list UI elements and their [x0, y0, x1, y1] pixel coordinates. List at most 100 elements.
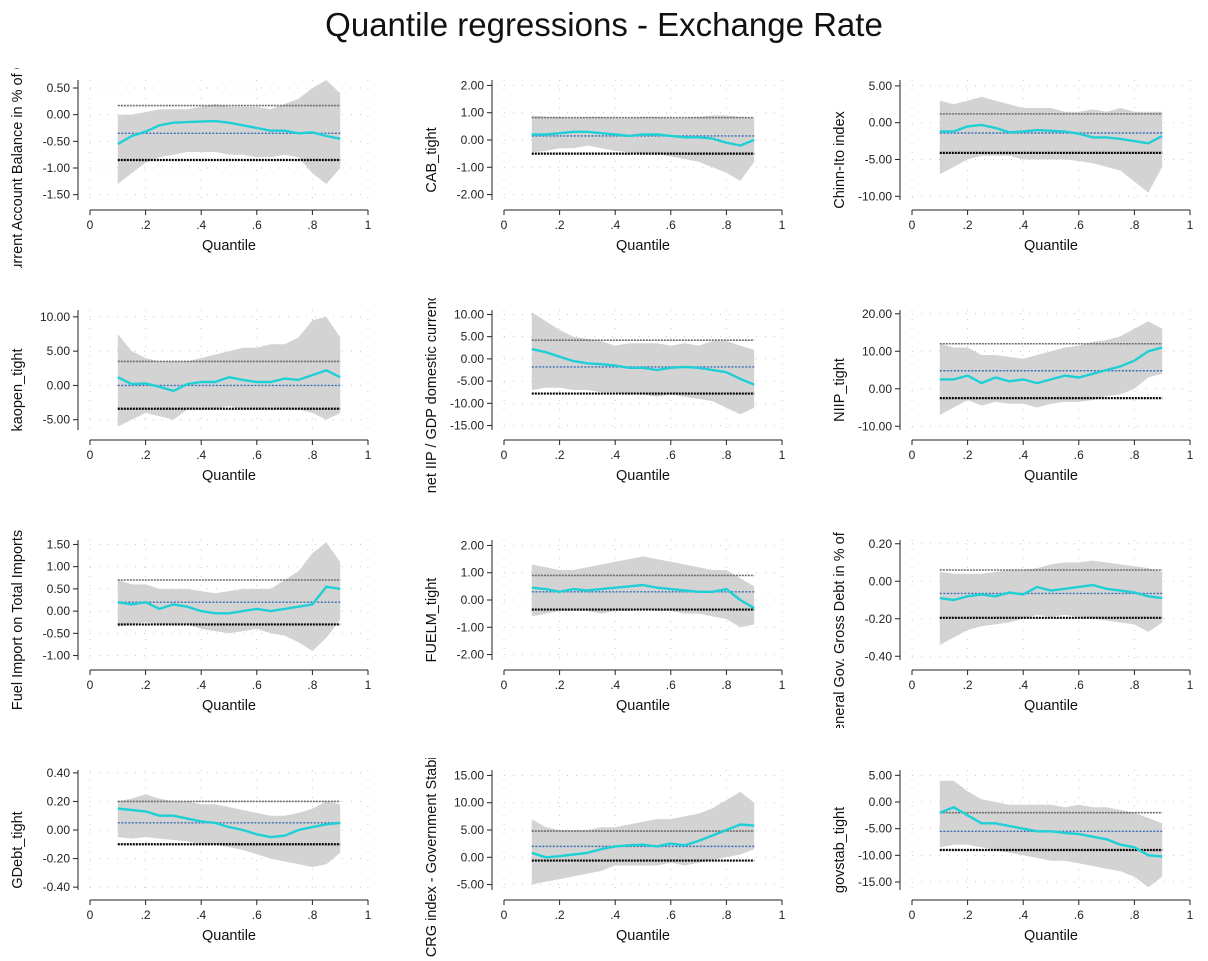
x-tick-label: .8	[307, 678, 317, 692]
x-tick-label: .8	[1129, 448, 1139, 462]
y-tick-label: -5.00	[43, 413, 71, 427]
y-tick-label: -0.20	[43, 852, 71, 866]
y-tick-label: 2.00	[461, 78, 485, 92]
y-tick-label: 0.00	[47, 108, 71, 122]
x-tick-label: .6	[666, 678, 676, 692]
x-tick-label: .6	[1074, 448, 1084, 462]
x-axis-title: Quantile	[1024, 928, 1078, 944]
x-tick-label: 1	[1187, 908, 1194, 922]
x-tick-label: .8	[721, 678, 731, 692]
x-tick-label: 1	[365, 218, 372, 232]
confidence-band	[939, 96, 1163, 193]
x-tick-label: .2	[963, 448, 973, 462]
x-tick-label: .2	[141, 678, 151, 692]
x-tick-label: .6	[252, 678, 262, 692]
x-tick-label: 1	[779, 678, 786, 692]
y-tick-label: 0.20	[869, 537, 893, 551]
plot-svg: 0 .2 .4 .6 .8 1 20.00 10.00 0.00 -10.00 Quantile NI…	[832, 307, 1194, 484]
quantile-estimate-line	[117, 585, 341, 615]
x-tick-label: 1	[779, 908, 786, 922]
x-tick-label: 0	[501, 218, 508, 232]
y-tick-label: -5.00	[865, 153, 893, 167]
x-tick-label: 1	[365, 908, 372, 922]
plot-svg: 0 .2 .4 .6 .8 1 2.00 1.00 0.00 -1.00 -2.00 Quantile…	[424, 538, 786, 714]
grid	[89, 80, 369, 200]
y-tick-label: 20.00	[862, 307, 892, 321]
confidence-band	[117, 316, 341, 427]
x-axis-title: Quantile	[202, 238, 256, 254]
quantile-plot-11: 0 .2 .4 .6 .8 1 15.00 10.00 5.00 0.00 -5.00 Quantil…	[422, 758, 802, 958]
y-tick-label: -5.00	[457, 374, 485, 388]
x-tick-label: .2	[141, 448, 151, 462]
y-tick-label: 2.00	[461, 538, 485, 552]
y-tick-label: 0.00	[461, 850, 485, 864]
x-tick-label: .8	[307, 218, 317, 232]
x-tick-label: .4	[196, 218, 206, 232]
plot-svg: 0 .2 .4 .6 .8 1 2.00 1.00 0.00 -1.00 -2.00 Quantile…	[424, 78, 786, 254]
x-tick-label: .4	[1018, 908, 1028, 922]
y-axis-title: Chinn-Ito index	[832, 110, 848, 208]
plot-svg: 0 .2 .4 .6 .8 1 0.40 0.20 0.00 -0.20 -0.40 Quantile…	[10, 766, 372, 944]
y-tick-label: 0.00	[869, 116, 893, 130]
x-tick-label: 1	[779, 218, 786, 232]
x-tick-label: .8	[1129, 218, 1139, 232]
x-tick-label: .6	[666, 218, 676, 232]
quantile-plot-2: 0 .2 .4 .6 .8 1 2.00 1.00 0.00 -1.00 -2.00 Quantile…	[422, 68, 802, 268]
quantile-estimate-line	[117, 369, 341, 393]
quantile-plot-1: 0 .2 .4 .6 .8 1 0.50 0.00 -0.50 -1.00 -1.50 Quantil…	[8, 68, 388, 268]
y-tick-label: 0.00	[869, 382, 893, 396]
y-tick-label: -15.00	[450, 419, 484, 433]
x-axis-title: Quantile	[616, 698, 670, 714]
x-axis-title: Quantile	[616, 468, 670, 484]
y-tick-label: 1.50	[47, 537, 71, 551]
x-tick-label: 0	[909, 908, 916, 922]
y-tick-label: 0.00	[461, 133, 485, 147]
y-axis-title: FUELM_tight	[424, 578, 440, 663]
plot-svg: 0 .2 .4 .6 .8 1 0.50 0.00 -0.50 -1.00 -1.50 Quantil…	[10, 68, 372, 268]
y-axis-title: ICRG index - Government Stability	[424, 758, 440, 958]
y-axis-title: CAB_tight	[424, 127, 440, 192]
y-tick-label: -15.00	[858, 875, 892, 889]
confidence-band	[117, 794, 341, 868]
plot-svg: 0 .2 .4 .6 .8 1 5.00 0.00 -5.00 -10.00 Quantile Chi…	[832, 79, 1194, 254]
y-tick-label: 10.00	[454, 307, 484, 321]
plot-svg: 0 .2 .4 .6 .8 1 10.00 5.00 0.00 -5.00 -10.00 -15.00…	[424, 298, 786, 493]
y-tick-label: -0.40	[43, 880, 71, 894]
x-tick-label: .8	[721, 448, 731, 462]
x-tick-label: .4	[610, 678, 620, 692]
x-tick-label: .2	[555, 908, 565, 922]
x-tick-label: .4	[610, 218, 620, 232]
quantile-estimate-line	[939, 123, 1163, 145]
y-tick-label: 5.00	[461, 330, 485, 344]
x-tick-label: .8	[1129, 678, 1139, 692]
x-tick-label: .4	[1018, 218, 1028, 232]
y-axis-title: NIIP_tight	[832, 358, 848, 422]
confidence-band	[531, 312, 755, 415]
quantile-estimate-line	[939, 806, 1163, 858]
y-axis-title: General Gov. Gross Debt in % of GDP	[832, 528, 848, 728]
x-tick-label: .8	[1129, 908, 1139, 922]
x-tick-label: 1	[1187, 678, 1194, 692]
x-tick-label: 0	[501, 908, 508, 922]
quantile-plot-12: 0 .2 .4 .6 .8 1 5.00 0.00 -5.00 -10.00 -15.00 Quant…	[830, 758, 1208, 958]
y-tick-label: -2.00	[457, 188, 485, 202]
x-axis-title: Quantile	[616, 238, 670, 254]
x-tick-label: .6	[252, 218, 262, 232]
y-tick-label: -0.50	[43, 134, 71, 148]
y-axis-title: kaopen_tight	[10, 348, 26, 431]
x-tick-label: 1	[365, 678, 372, 692]
quantile-estimate-line	[531, 347, 755, 386]
x-tick-label: .8	[721, 908, 731, 922]
confidence-band	[531, 115, 755, 181]
x-tick-label: .6	[1074, 218, 1084, 232]
y-tick-label: 0.00	[47, 823, 71, 837]
quantile-estimate-line	[531, 823, 755, 859]
plot-svg: 0 .2 .4 .6 .8 1 1.50 1.00 0.50 0.00 -0.50 -1.00 Quan…	[10, 530, 372, 714]
x-tick-label: .6	[1074, 908, 1084, 922]
figure-title: Quantile regressions - Exchange Rate	[325, 6, 883, 43]
plot-svg: 0 .2 .4 .6 .8 1 10.00 5.00 0.00 -5.00 Quantile kaop…	[10, 310, 372, 484]
quantile-plot-3: 0 .2 .4 .6 .8 1 5.00 0.00 -5.00 -10.00 Quantile Chi…	[830, 68, 1208, 268]
y-tick-label: -0.50	[43, 626, 71, 640]
y-tick-label: 0.20	[47, 794, 71, 808]
